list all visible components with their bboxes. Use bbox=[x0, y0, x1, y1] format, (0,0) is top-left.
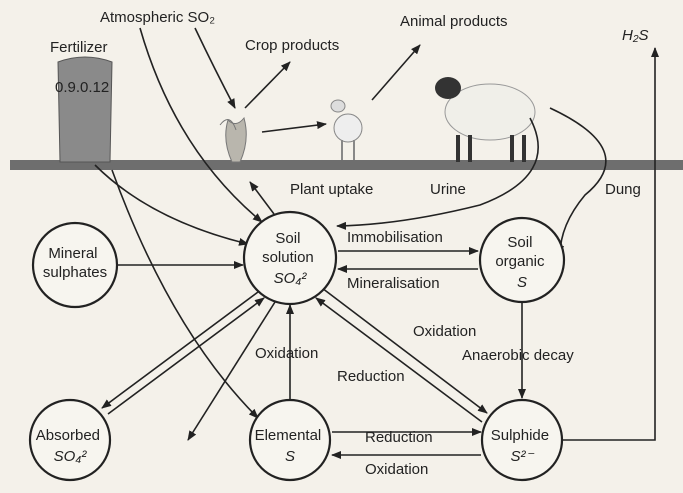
label: Dung bbox=[605, 181, 641, 198]
edge-label: Oxidation bbox=[413, 323, 476, 340]
label: 0.9.0.12 bbox=[55, 79, 109, 96]
edge-label: Mineralisation bbox=[347, 275, 440, 292]
label: Atmospheric SO₂ bbox=[100, 9, 215, 26]
label: Plant uptake bbox=[290, 181, 373, 198]
text-line: SO₄² bbox=[54, 448, 88, 465]
label: Fertilizer bbox=[50, 39, 108, 56]
text-line: organic bbox=[495, 253, 545, 270]
edge-label: Oxidation bbox=[255, 345, 318, 362]
ground bbox=[10, 160, 683, 170]
text-line: solution bbox=[262, 249, 314, 266]
edge-label: Anaerobic decay bbox=[462, 347, 574, 364]
edge-label: Oxidation bbox=[365, 461, 428, 478]
edge-label: Reduction bbox=[365, 429, 433, 446]
label: Animal products bbox=[400, 13, 508, 30]
fertilizer-bag bbox=[58, 57, 112, 162]
text-line: S bbox=[285, 448, 295, 465]
label: Urine bbox=[430, 181, 466, 198]
text-line: sulphates bbox=[43, 264, 107, 281]
diagram: Mineral sulphates Soil solution SO₄² Soi… bbox=[0, 0, 683, 493]
text-line: Sulphide bbox=[491, 427, 549, 444]
text-line: S²⁻ bbox=[511, 448, 535, 465]
text-line: SO₄² bbox=[274, 270, 308, 287]
text-line: Absorbed bbox=[36, 427, 100, 444]
text-line: S bbox=[517, 274, 527, 291]
edge-label: Immobilisation bbox=[347, 229, 443, 246]
text-line: Mineral bbox=[48, 245, 97, 262]
label: H₂S bbox=[622, 27, 649, 44]
text-line: Soil bbox=[507, 234, 532, 251]
label: Crop products bbox=[245, 37, 339, 54]
text-line: Elemental bbox=[255, 427, 322, 444]
text-line: Soil bbox=[275, 230, 300, 247]
edge-label: Reduction bbox=[337, 368, 405, 385]
